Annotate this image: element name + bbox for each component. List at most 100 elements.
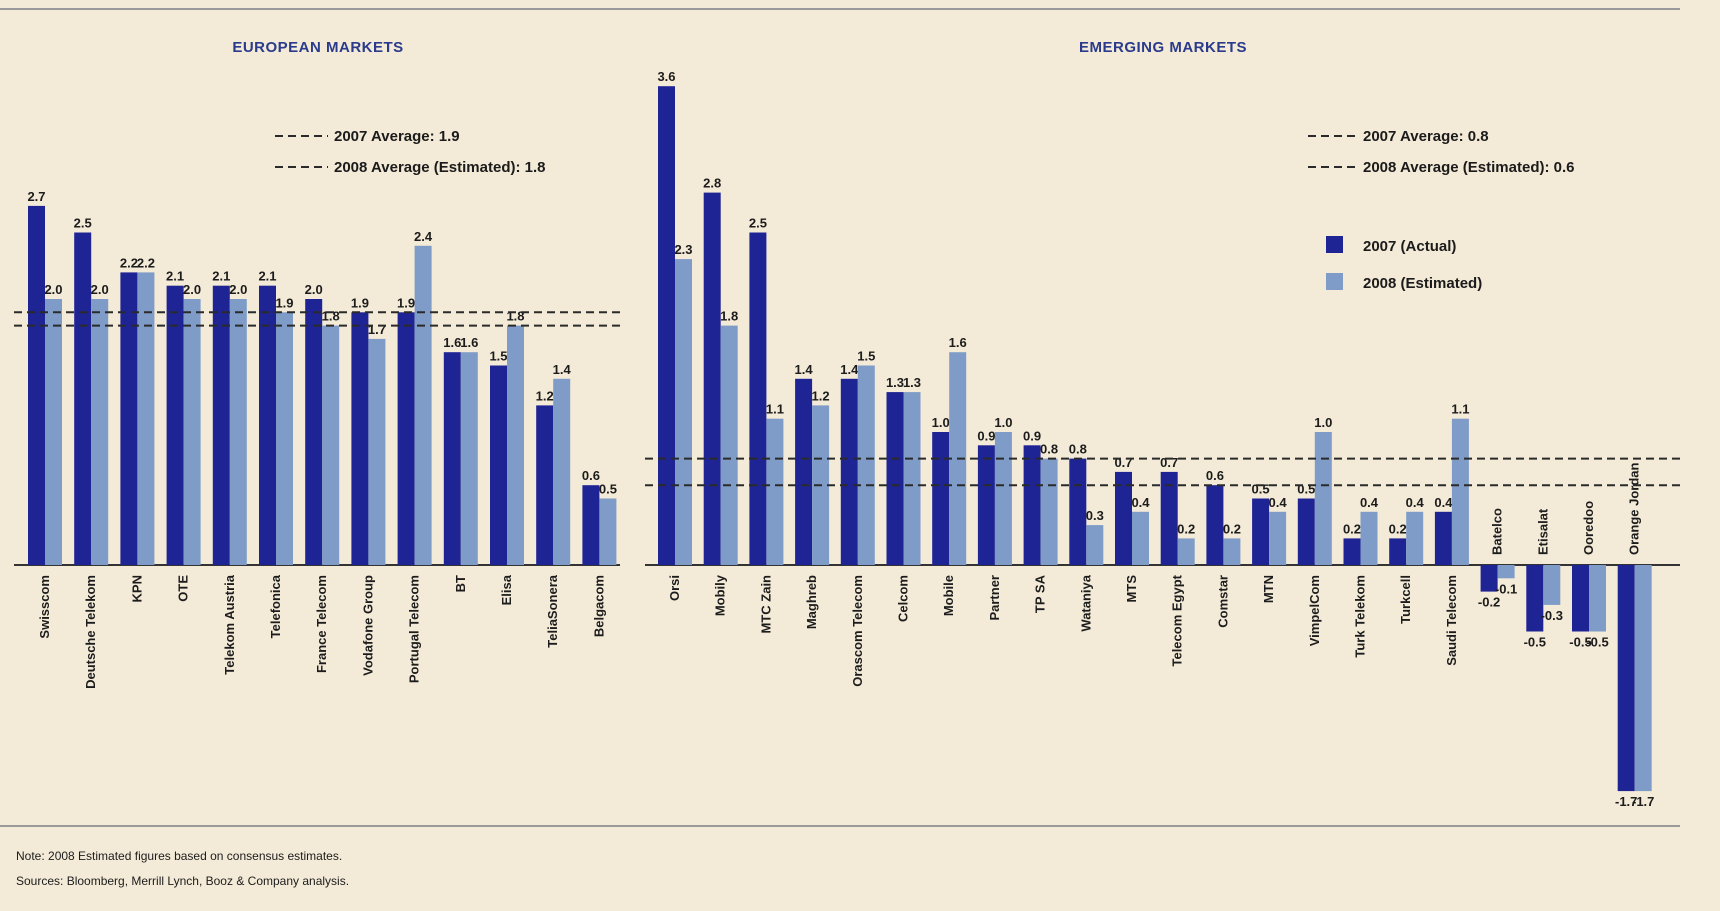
emerging-category-label: MTS [1124,575,1139,603]
emerging-bar-2008 [1589,565,1606,632]
emerging-data-label: 1.5 [857,349,875,364]
emerging-data-label: 0.6 [1206,468,1224,483]
emerging-data-label: -0.5 [1524,635,1546,650]
emerging-category-label: Wataniya [1078,574,1093,631]
emerging-data-label: 0.8 [1069,442,1087,457]
emerging-data-label: 1.6 [949,335,967,350]
emerging-data-label: 0.4 [1406,495,1425,510]
emerging-bar-2008 [1497,565,1515,579]
european-bar-2007 [74,232,92,565]
european-data-label: 1.8 [322,309,340,324]
emerging-data-label: 1.0 [994,415,1012,430]
emerging-data-label: -0.1 [1495,581,1517,596]
european-data-label: 1.8 [506,309,524,324]
european-data-label: 1.9 [351,295,369,310]
european-data-label: 1.9 [397,295,415,310]
emerging-bar-2008 [903,392,921,565]
emerging-bar-2007 [703,192,721,565]
emerging-category-label: Partner [987,575,1002,621]
european-bar-2007 [120,272,138,565]
emerging-data-label: 0.2 [1177,521,1195,536]
european-average-legend: 2007 Average: 1.9 2008 Average (Estimate… [275,128,546,176]
emerging-category-label: MTN [1261,575,1276,603]
emerging-category-label: VimpelCom [1307,575,1322,646]
european-category-label: Telefonica [268,574,283,638]
series-legend: 2007 (Actual) 2008 (Estimated) [1326,236,1482,292]
european-bar-2007 [536,405,554,565]
emerging-bar-2008 [1314,432,1332,565]
emerging-data-label: 0.5 [1252,482,1270,497]
european-data-label: 2.0 [183,282,201,297]
european-bar-2008 [599,498,617,565]
emerging-data-label: 0.7 [1160,455,1178,470]
european-category-label: Telekom Austria [222,574,237,674]
emerging-category-label: TP SA [1033,574,1048,613]
emerging-bar-2007 [1480,565,1498,592]
emerging-data-label: 1.8 [720,309,738,324]
emerging-bar-2008 [994,432,1012,565]
european-bar-2008 [229,299,247,565]
european-data-label: 2.0 [305,282,323,297]
emerging-bar-2007 [1572,565,1589,632]
european-bar-2008 [460,352,478,565]
emerging-data-label: 0.2 [1343,521,1361,536]
emerging-bar-2008 [1634,565,1652,792]
emerging-bar-2008 [1360,511,1378,565]
emerging-category-label: Orascom Telecom [850,575,865,687]
emerging-data-label: -1.7 [1615,794,1637,809]
sources-text: Sources: Bloomberg, Merrill Lynch, Booz … [16,874,349,888]
emerging-bar-2007 [1069,458,1087,565]
european-data-label: 1.4 [553,362,572,377]
emerging-bar-2007 [886,392,904,565]
emerging-category-label: Orsi [667,575,682,601]
european-data-label: 2.1 [166,269,184,284]
emerging-data-label: 0.2 [1389,521,1407,536]
emerging-category-label: Batelco [1490,508,1505,555]
legend-swatch-2007 [1326,236,1343,253]
european-bar-2007 [443,352,461,565]
emerging-data-label: 0.4 [1269,495,1288,510]
european-category-label: Swisscom [37,575,52,639]
european-bar-2007 [212,285,230,565]
european-bar-2007 [28,205,45,565]
emerging-bar-2008 [1177,538,1195,565]
european-data-label: 1.6 [460,335,478,350]
european-bar-2008 [137,272,155,565]
emerging-bar-2007 [1297,498,1315,565]
european-bar-2007 [582,485,600,565]
emerging-bar-2007 [977,445,995,565]
emerging-bar-2008 [1543,565,1561,605]
emerging-data-label: -0.5 [1586,635,1608,650]
emerging-category-label: MTC Zain [758,575,773,634]
emerging-bar-2008 [1086,525,1104,565]
european-bar-2008 [507,325,524,565]
legend-label-2007: 2007 (Actual) [1363,238,1456,255]
emerging-data-label: 1.1 [1451,402,1469,417]
european-category-label: OTE [176,575,191,602]
emerging-category-label: Etisalat [1535,508,1550,555]
emerging-bar-2007 [932,432,950,565]
emerging-category-label: Telecom Egypt [1170,574,1185,666]
emerging-bar-2008 [1132,511,1149,565]
european-bar-2007 [166,285,184,565]
european-category-label: France Telecom [314,575,329,673]
emerging-bar-2007 [1023,445,1041,565]
emerging-category-label: Comstar [1215,575,1230,628]
emerging-data-label: 2.8 [703,176,721,191]
emerging-bar-2008 [1040,458,1058,565]
emerging-bar-2007 [795,378,813,565]
european-data-label: 1.2 [536,388,554,403]
european-bar-2008 [322,325,340,565]
european-bar-2008 [553,378,571,565]
european-bar-2008 [183,299,201,565]
panel-title-european: EUROPEAN MARKETS [232,39,403,56]
emerging-category-label: Mobily [713,574,728,616]
emerging-bar-2007 [1343,538,1361,565]
emerging-bar-2007 [1252,498,1270,565]
emerging-data-label: 0.4 [1360,495,1379,510]
european-category-label: KPN [129,575,144,602]
note-text: Note: 2008 Estimated figures based on co… [16,849,342,863]
panel-title-emerging: EMERGING MARKETS [1079,39,1247,56]
emerging-category-label: Maghreb [804,575,819,629]
european-category-label: Belgacom [591,575,606,637]
